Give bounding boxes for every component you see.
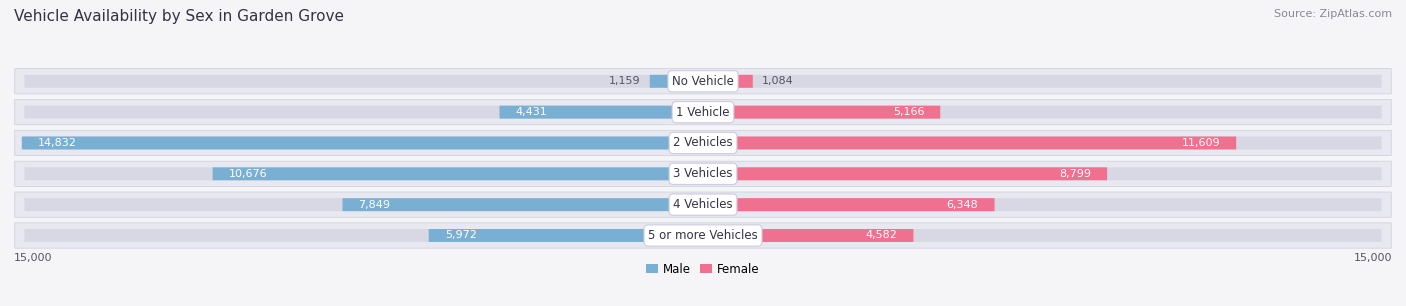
FancyBboxPatch shape [24, 198, 1382, 211]
FancyBboxPatch shape [14, 192, 1392, 217]
FancyBboxPatch shape [24, 229, 1382, 242]
Text: 8,799: 8,799 [1059, 169, 1091, 179]
Text: 11,609: 11,609 [1181, 138, 1220, 148]
Text: Vehicle Availability by Sex in Garden Grove: Vehicle Availability by Sex in Garden Gr… [14, 9, 344, 24]
FancyBboxPatch shape [14, 130, 1392, 156]
Text: 1,159: 1,159 [609, 76, 641, 86]
Text: 5,972: 5,972 [444, 230, 477, 241]
Text: 15,000: 15,000 [14, 253, 52, 263]
FancyBboxPatch shape [343, 198, 703, 211]
Text: 5,166: 5,166 [893, 107, 924, 117]
Text: 1 Vehicle: 1 Vehicle [676, 106, 730, 119]
Text: 4 Vehicles: 4 Vehicles [673, 198, 733, 211]
Legend: Male, Female: Male, Female [641, 258, 765, 280]
FancyBboxPatch shape [650, 75, 703, 88]
FancyBboxPatch shape [24, 167, 1382, 180]
Text: 15,000: 15,000 [1354, 253, 1392, 263]
Text: 5 or more Vehicles: 5 or more Vehicles [648, 229, 758, 242]
FancyBboxPatch shape [703, 167, 1107, 180]
FancyBboxPatch shape [703, 106, 941, 119]
FancyBboxPatch shape [24, 136, 1382, 149]
FancyBboxPatch shape [24, 75, 1382, 88]
FancyBboxPatch shape [21, 136, 703, 149]
FancyBboxPatch shape [14, 69, 1392, 94]
Text: 3 Vehicles: 3 Vehicles [673, 167, 733, 180]
FancyBboxPatch shape [703, 229, 914, 242]
FancyBboxPatch shape [429, 229, 703, 242]
FancyBboxPatch shape [703, 75, 752, 88]
FancyBboxPatch shape [212, 167, 703, 180]
FancyBboxPatch shape [14, 99, 1392, 125]
Text: 6,348: 6,348 [946, 200, 979, 210]
Text: 4,431: 4,431 [516, 107, 547, 117]
FancyBboxPatch shape [14, 223, 1392, 248]
Text: 7,849: 7,849 [359, 200, 391, 210]
FancyBboxPatch shape [499, 106, 703, 119]
Text: 14,832: 14,832 [38, 138, 77, 148]
Text: Source: ZipAtlas.com: Source: ZipAtlas.com [1274, 9, 1392, 19]
Text: 1,084: 1,084 [762, 76, 794, 86]
FancyBboxPatch shape [14, 161, 1392, 186]
Text: 4,582: 4,582 [866, 230, 897, 241]
Text: 2 Vehicles: 2 Vehicles [673, 136, 733, 149]
Text: No Vehicle: No Vehicle [672, 75, 734, 88]
FancyBboxPatch shape [703, 136, 1236, 149]
Text: 10,676: 10,676 [229, 169, 267, 179]
FancyBboxPatch shape [703, 198, 994, 211]
FancyBboxPatch shape [24, 106, 1382, 119]
